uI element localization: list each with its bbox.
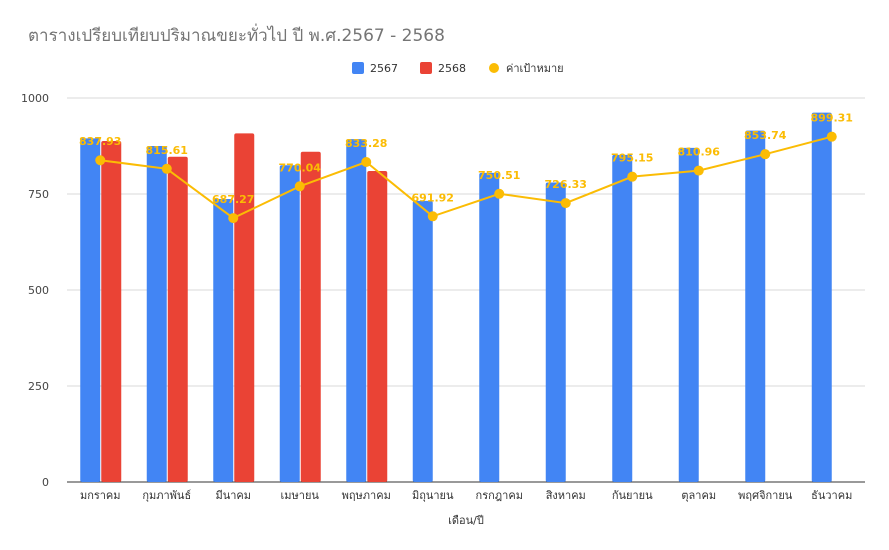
x-tick-label: สิงหาคม (545, 489, 585, 502)
x-tick-label: มกราคม (80, 489, 121, 502)
x-tick-label: กรกฎาคม (476, 489, 523, 502)
x-tick-label: พฤศจิกายน (738, 489, 793, 502)
line-point (95, 155, 106, 166)
line-point (560, 198, 571, 209)
bar-2568 (101, 141, 122, 482)
bar-2567 (612, 154, 633, 482)
series-line-target (100, 135, 833, 220)
bar-2567 (213, 198, 234, 482)
x-tick-label: ธันวาคม (811, 489, 852, 502)
bar-2567 (80, 138, 101, 482)
legend-label: 2567 (370, 62, 398, 75)
line-point (627, 171, 638, 182)
y-tick-label: 500 (28, 284, 49, 297)
legend-marker (420, 62, 432, 74)
legend-marker (489, 63, 499, 73)
data-label: 726.33 (545, 178, 587, 191)
data-label: 810.96 (678, 146, 721, 159)
line-point (427, 211, 438, 222)
y-tick-label: 1000 (21, 92, 49, 105)
x-tick-label: ตุลาคม (681, 489, 716, 502)
bar-2567 (346, 139, 367, 482)
line-point (760, 149, 771, 160)
line-point (228, 213, 239, 224)
bar-2567 (545, 182, 566, 483)
line-point (361, 157, 372, 168)
legend-label: 2568 (438, 62, 466, 75)
data-label: 687.27 (212, 193, 254, 206)
x-tick-label: พฤษภาคม (342, 489, 391, 502)
data-label: 833.28 (345, 137, 387, 150)
data-label: 750.51 (478, 169, 520, 182)
data-label: 815.61 (146, 144, 188, 157)
x-tick-label: กุมภาพันธ์ (142, 489, 191, 502)
bar-2568 (367, 170, 388, 482)
line-point (161, 163, 172, 174)
x-tick-label: กันยายน (612, 489, 653, 502)
y-tick-label: 0 (42, 476, 49, 489)
bar-2568 (234, 133, 255, 482)
data-label: 899.31 (811, 112, 853, 125)
bar-2567 (745, 130, 766, 482)
x-tick-label: มิถุนายน (412, 489, 454, 502)
x-tick-label: เมษายน (281, 489, 320, 502)
legend-marker (352, 62, 364, 74)
line-point (494, 188, 505, 199)
bar-2567 (811, 112, 832, 482)
legend-label: ค่าเป้าหมาย (506, 62, 564, 75)
x-tick-label: มีนาคม (215, 489, 251, 502)
chart-title: ตารางเปรียบเทียบปริมาณขยะทั่วไป ปี พ.ศ.2… (28, 26, 445, 46)
data-label: 795.15 (611, 152, 653, 165)
y-tick-label: 750 (28, 188, 49, 201)
line-point (693, 165, 704, 176)
bar-2568 (167, 156, 188, 482)
data-label: 837.93 (79, 135, 121, 148)
data-label: 770.04 (279, 161, 322, 174)
line-point (826, 131, 837, 142)
bar-2567 (279, 165, 300, 482)
x-axis-title: เดือน/ปี (448, 514, 484, 527)
bar-2567 (412, 200, 433, 483)
line-point (294, 181, 305, 192)
y-tick-label: 250 (28, 380, 49, 393)
bar-2567 (678, 147, 699, 483)
bar-2568 (300, 151, 321, 482)
bar-2567 (479, 172, 500, 482)
data-label: 691.92 (412, 191, 454, 204)
bar-2567 (146, 146, 167, 482)
data-label: 853.74 (744, 129, 787, 142)
